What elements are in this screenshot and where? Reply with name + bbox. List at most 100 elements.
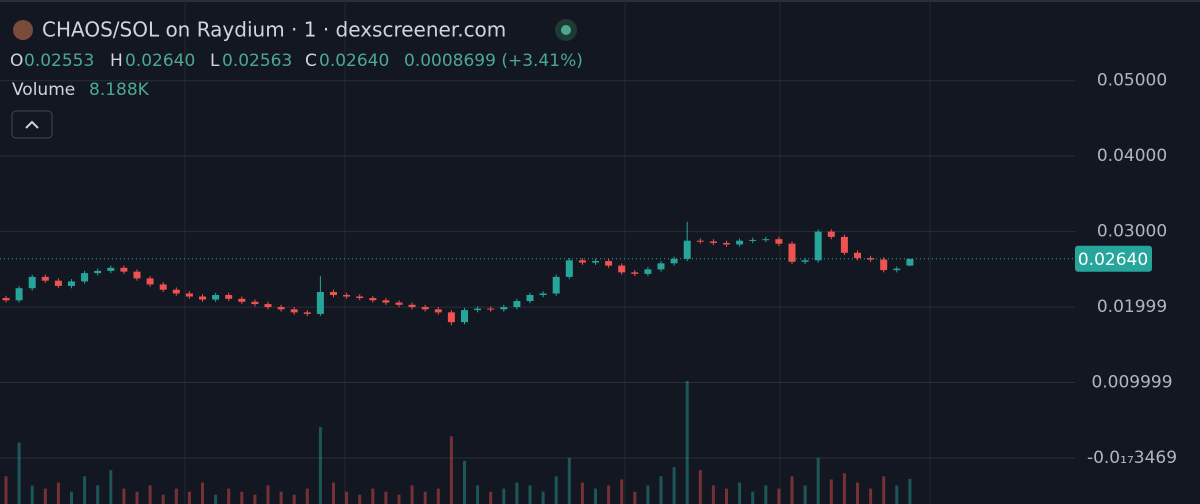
volume-bar bbox=[738, 482, 742, 504]
candle-body bbox=[408, 304, 416, 308]
volume-bar bbox=[803, 485, 807, 504]
candle-body bbox=[356, 296, 364, 299]
volume-bar bbox=[725, 488, 728, 504]
volume-bar bbox=[777, 488, 781, 504]
y-tick-label: 0.05000 bbox=[1097, 71, 1167, 91]
collapse-button[interactable] bbox=[11, 110, 53, 139]
candle-body bbox=[212, 295, 220, 300]
volume-bar bbox=[43, 488, 47, 504]
candle-body bbox=[474, 308, 482, 311]
candle-body bbox=[526, 295, 534, 302]
candle-body bbox=[578, 260, 586, 263]
y-tick-label: 0.009999 bbox=[1091, 373, 1172, 393]
close-value: 0.02640 bbox=[319, 51, 389, 71]
volume-bar bbox=[554, 476, 558, 504]
candle-body bbox=[565, 260, 573, 277]
y-tick-label: 0.04000 bbox=[1097, 146, 1167, 166]
volume-bar bbox=[829, 479, 833, 504]
candle-body bbox=[133, 271, 141, 279]
candle-body bbox=[709, 241, 717, 243]
candle-body bbox=[369, 298, 377, 301]
open-label: O bbox=[10, 51, 23, 71]
volume-bar bbox=[266, 485, 270, 504]
candle-body bbox=[172, 289, 180, 294]
volume-bar bbox=[384, 491, 388, 504]
candle-body bbox=[775, 239, 783, 244]
volume-bar bbox=[541, 491, 545, 504]
volume-bar bbox=[672, 467, 676, 504]
volume-bar bbox=[423, 491, 427, 504]
volume-bar bbox=[279, 491, 283, 504]
volume-bar bbox=[659, 476, 663, 504]
candle-body bbox=[15, 288, 23, 301]
candle-body bbox=[893, 268, 901, 271]
volume-bar bbox=[698, 470, 702, 504]
volume-bar bbox=[685, 380, 689, 504]
status-dot bbox=[561, 25, 571, 35]
volume-bar bbox=[502, 488, 506, 504]
header: CHAOS/SOL on Raydium · 1 · dexscreener.c… bbox=[10, 18, 583, 139]
candle-body bbox=[906, 258, 914, 266]
candle-body bbox=[2, 298, 10, 301]
candle-body bbox=[41, 276, 49, 281]
candle-body bbox=[631, 272, 639, 274]
candle-body bbox=[801, 260, 809, 262]
candle-body bbox=[290, 309, 298, 313]
grid bbox=[0, 80, 1075, 459]
volume-bar bbox=[908, 478, 912, 504]
volume-bar bbox=[214, 494, 218, 504]
candle-body bbox=[788, 243, 796, 262]
volume-bar bbox=[4, 476, 8, 504]
candle-body bbox=[513, 301, 521, 308]
volume-value: 8.188K bbox=[89, 80, 150, 100]
volume-bar bbox=[30, 485, 34, 504]
volume-bar bbox=[305, 488, 309, 504]
volume-bar bbox=[345, 491, 349, 504]
candle-body bbox=[840, 236, 848, 253]
volume-bar bbox=[397, 494, 401, 504]
candle-body bbox=[28, 276, 36, 289]
candle-body bbox=[605, 261, 613, 266]
candle-body bbox=[814, 231, 822, 261]
candle-body bbox=[316, 291, 324, 314]
high-label: H bbox=[110, 51, 123, 71]
chart-title: CHAOS/SOL on Raydium · 1 · dexscreener.c… bbox=[42, 18, 506, 42]
candle-body bbox=[657, 263, 665, 270]
volume-bar bbox=[607, 485, 611, 504]
volume-bar bbox=[790, 476, 794, 504]
candle-body bbox=[434, 309, 442, 313]
last-price-label: 0.02640 bbox=[1078, 250, 1148, 270]
token-icon bbox=[13, 20, 33, 40]
candle-body bbox=[447, 312, 455, 323]
candle-body bbox=[723, 242, 730, 245]
volume-bar bbox=[567, 457, 571, 504]
candle-body bbox=[854, 252, 861, 259]
candle-body bbox=[461, 310, 468, 323]
volume-bar bbox=[253, 494, 257, 504]
candle-body bbox=[159, 284, 167, 290]
candle-body bbox=[303, 312, 311, 314]
volume-bar bbox=[449, 436, 453, 504]
volume-bar bbox=[174, 488, 178, 504]
volume-bar bbox=[17, 442, 21, 504]
volume-bar bbox=[187, 491, 191, 504]
volume-bar bbox=[882, 476, 886, 504]
volume-bar bbox=[318, 427, 322, 504]
volume-bar bbox=[96, 485, 100, 504]
volume-bar bbox=[148, 485, 152, 504]
volume-bar bbox=[56, 482, 60, 504]
volume-bar bbox=[856, 482, 859, 504]
volume-bar bbox=[410, 485, 414, 504]
volume-bar bbox=[436, 488, 440, 504]
candle-body bbox=[736, 240, 744, 245]
candle-body bbox=[670, 258, 678, 264]
candle-body bbox=[251, 301, 259, 305]
candle-body bbox=[421, 307, 429, 310]
volume-bar bbox=[711, 485, 715, 504]
candle-body bbox=[264, 304, 272, 308]
volume-bar bbox=[358, 494, 362, 504]
volume-bar bbox=[764, 485, 768, 504]
volume-bar bbox=[83, 476, 87, 504]
volume-bar bbox=[161, 494, 165, 504]
